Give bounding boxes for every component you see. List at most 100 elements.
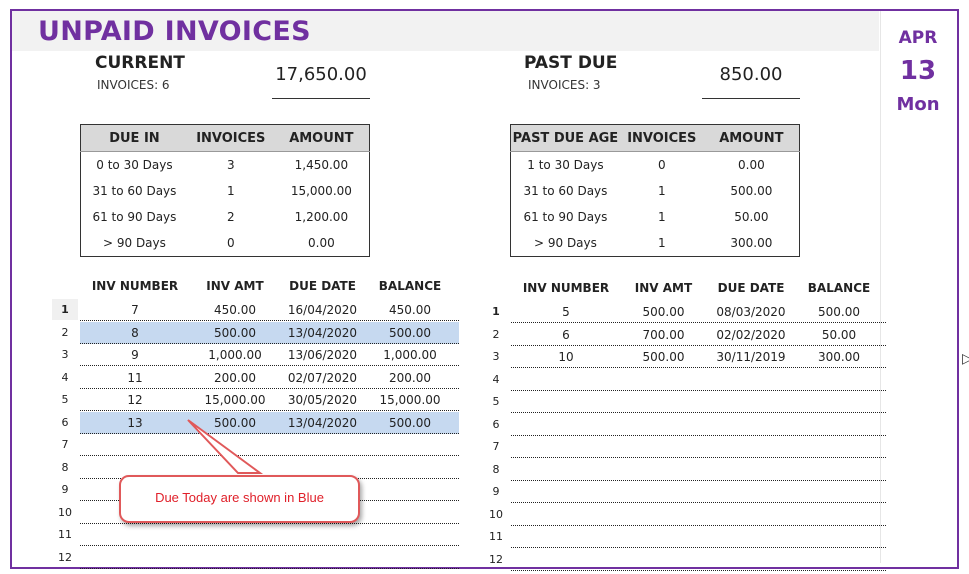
past-due-aging-cell[interactable]: 61 to 90 Days	[523, 210, 608, 224]
past-due-list-row[interactable]: 9	[493, 481, 886, 503]
current-list-bal-cell[interactable]: 15,000.00	[379, 393, 441, 407]
current-list-inv-cell[interactable]: 13	[127, 415, 143, 430]
past-due-aging-cell[interactable]: 1	[657, 184, 666, 198]
past-due-list-due-cell[interactable]: 08/03/2020	[716, 305, 786, 319]
current-list-row[interactable]: 2 8 500.00 13/04/2020 500.00	[62, 321, 459, 344]
current-aging-cell[interactable]: 0 to 30 Days	[96, 158, 173, 172]
current-list-amt-cell[interactable]: 200.00	[214, 370, 256, 385]
current-list-amt-cell[interactable]: 1,000.00	[208, 348, 262, 362]
current-list-inv-cell[interactable]: 7	[131, 303, 139, 317]
past-due-list-due-cell[interactable]: 02/02/2020	[716, 327, 786, 342]
past-due-list-row[interactable]: 6	[493, 414, 886, 436]
past-due-total-amount[interactable]: 850.00	[719, 64, 783, 85]
past-due-list-row[interactable]: 4	[493, 369, 886, 391]
past-due-list-row[interactable]: 7	[493, 436, 886, 458]
past-due-list-row[interactable]: 8	[493, 459, 886, 481]
current-aging-cell[interactable]: 3	[226, 158, 235, 172]
past-due-aging-cell[interactable]: 300.00	[730, 236, 773, 250]
past-due-list-amt-cell[interactable]: 500.00	[642, 350, 685, 364]
current-aging-cell[interactable]: 15,000.00	[290, 184, 352, 198]
current-list-due-cell[interactable]: 30/05/2020	[287, 393, 358, 407]
past-due-aging-header-1: INVOICES	[619, 124, 704, 152]
row-number: 2	[61, 325, 69, 339]
past-due-list-bal-cell[interactable]: 50.00	[821, 327, 857, 342]
current-aging-cell[interactable]: 1	[226, 184, 235, 198]
current-aging-cell[interactable]: > 90 Days	[102, 236, 166, 250]
current-total-amount[interactable]: 17,650.00	[275, 64, 367, 85]
current-list-row[interactable]: 4 11 200.00 02/07/2020 200.00	[62, 367, 459, 389]
current-list-amt-cell[interactable]: 500.00	[214, 415, 256, 430]
row-number: 4	[61, 370, 69, 384]
current-aging-row: 61 to 90 Days 2 1,200.00	[81, 204, 370, 230]
past-due-aging-cell[interactable]: 0.00	[738, 158, 765, 172]
current-list-bal-cell[interactable]: 200.00	[389, 370, 431, 385]
past-due-list-row[interactable]: 12	[489, 549, 886, 571]
past-due-list-row[interactable]: 11	[489, 526, 886, 548]
past-due-list-row[interactable]: 3 10 500.00 30/11/2019 300.00	[493, 346, 886, 368]
current-aging-cell[interactable]: 2	[226, 210, 235, 224]
past-due-list-row[interactable]: 2 6 700.00 02/02/2020 50.00	[493, 324, 886, 346]
past-due-list-inv-cell[interactable]: 6	[562, 327, 570, 342]
past-due-list-inv-cell[interactable]: 10	[558, 350, 574, 364]
current-list-bal-cell[interactable]: 1,000.00	[383, 348, 437, 362]
row-cells	[511, 459, 886, 481]
current-list-row[interactable]: 1 7 450.00 16/04/2020 450.00	[52, 299, 459, 321]
row-cells	[511, 391, 886, 413]
current-list-row[interactable]: 5 12 15,000.00 30/05/2020 15,000.00	[62, 389, 459, 411]
past-due-list-due-cell[interactable]: 30/11/2019	[716, 350, 786, 364]
row-cells	[80, 367, 459, 389]
row-number: 12	[58, 550, 72, 564]
current-list-amt-cell[interactable]: 500.00	[214, 325, 256, 340]
past-due-aging-cell[interactable]: 50.00	[734, 210, 769, 224]
current-list-due-cell[interactable]: 13/04/2020	[287, 415, 358, 430]
past-due-list-row[interactable]: 5	[493, 391, 886, 413]
current-list-amt-cell[interactable]: 15,000.00	[204, 393, 266, 407]
past-due-aging-header-0: PAST DUE AGE	[510, 124, 620, 152]
current-list-inv-cell[interactable]: 11	[127, 370, 143, 385]
current-list-due-cell[interactable]: 16/04/2020	[287, 303, 358, 317]
current-list-row[interactable]: 12	[58, 547, 459, 569]
current-list-row[interactable]: 11	[58, 524, 459, 546]
past-due-list-bal-cell[interactable]: 500.00	[818, 305, 860, 319]
current-list-due-cell[interactable]: 13/06/2020	[287, 348, 358, 362]
current-list-row[interactable]: 10	[58, 502, 459, 524]
past-due-aging-cell[interactable]: 31 to 60 Days	[523, 184, 608, 198]
current-list-bal-cell[interactable]: 500.00	[389, 325, 431, 340]
past-due-aging-cell[interactable]: 500.00	[730, 184, 773, 198]
past-due-aging-cell[interactable]: 1	[657, 236, 666, 250]
current-invoice-count: INVOICES: 6	[97, 78, 170, 92]
past-due-list-col-header: INV AMT	[634, 281, 693, 295]
past-due-aging-cell[interactable]: 1	[657, 210, 666, 224]
past-due-list-bal-cell[interactable]: 300.00	[818, 350, 860, 364]
current-list-inv-cell[interactable]: 8	[131, 325, 139, 340]
current-aging-header-1: INVOICES	[187, 124, 274, 152]
past-due-aging-cell[interactable]: 1 to 30 Days	[527, 158, 604, 172]
past-due-list-inv-cell[interactable]: 5	[562, 305, 570, 319]
past-due-list-row[interactable]: 1 5 500.00 08/03/2020 500.00	[492, 301, 886, 323]
current-aging-cell[interactable]: 31 to 60 Days	[92, 184, 177, 198]
current-aging-cell[interactable]: 0	[226, 236, 235, 250]
current-list-row[interactable]: 6 13 500.00 13/04/2020 500.00	[62, 411, 459, 434]
current-aging-cell[interactable]: 1,450.00	[294, 158, 349, 172]
row-cells	[511, 324, 886, 346]
past-due-list-amt-cell[interactable]: 500.00	[642, 305, 685, 319]
current-aging-cell[interactable]: 61 to 90 Days	[92, 210, 177, 224]
current-aging-cell[interactable]: 1,200.00	[294, 210, 349, 224]
past-due-list-col-header: INV NUMBER	[522, 281, 610, 295]
current-list-inv-cell[interactable]: 12	[127, 393, 143, 407]
past-due-list-amt-cell[interactable]: 700.00	[642, 327, 685, 342]
past-due-list-col-header: BALANCE	[807, 281, 871, 295]
current-list-due-cell[interactable]: 13/04/2020	[287, 325, 358, 340]
past-due-aging-cell[interactable]: 0	[657, 158, 666, 172]
past-due-list-row[interactable]: 10	[489, 504, 886, 526]
current-aging-cell[interactable]: 0.00	[308, 236, 335, 250]
current-list-bal-cell[interactable]: 450.00	[389, 303, 431, 317]
current-list-row[interactable]: 7	[62, 434, 459, 456]
past-due-invoice-count: INVOICES: 3	[528, 78, 601, 92]
current-list-inv-cell[interactable]: 9	[131, 348, 139, 362]
current-list-amt-cell[interactable]: 450.00	[214, 303, 256, 317]
current-list-due-cell[interactable]: 02/07/2020	[287, 370, 358, 385]
current-list-bal-cell[interactable]: 500.00	[389, 415, 431, 430]
current-list-row[interactable]: 3 9 1,000.00 13/06/2020 1,000.00	[62, 344, 459, 366]
past-due-aging-cell[interactable]: > 90 Days	[533, 236, 597, 250]
